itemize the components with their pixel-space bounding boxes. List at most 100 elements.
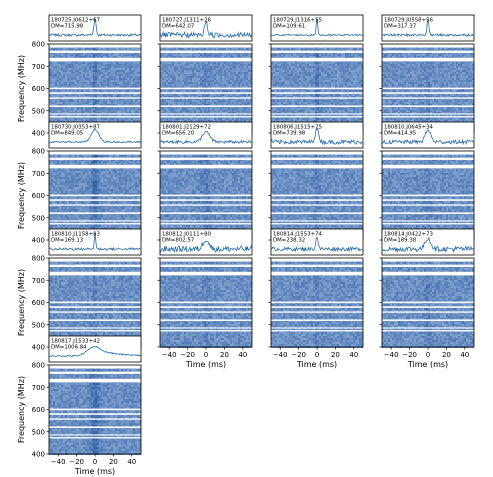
rfi-masked-band (160, 97, 252, 99)
rfi-masked-band (382, 57, 474, 62)
x-tick-label: 40 (349, 351, 358, 359)
rfi-masked-band (49, 371, 141, 374)
profile-frame (381, 14, 475, 42)
profile-frame (270, 121, 364, 149)
profile-frame (48, 121, 142, 149)
y-tick-label: 600 (32, 299, 45, 307)
rfi-masked-band (382, 194, 474, 197)
rfi-masked-band (49, 426, 141, 428)
rfi-masked-band (382, 199, 474, 201)
rfi-masked-band (271, 44, 363, 48)
rfi-masked-band (271, 92, 363, 94)
dm-label: DM=802.57 (162, 238, 194, 244)
rfi-masked-band (271, 306, 363, 308)
rfi-masked-band (49, 413, 141, 415)
rfi-masked-band (160, 223, 252, 225)
y-axis-label: Frequency (MHz) (17, 376, 26, 443)
rfi-masked-band (49, 271, 141, 276)
rfi-masked-band (49, 87, 141, 90)
rfi-masked-band (271, 151, 363, 155)
rfi-masked-band (49, 327, 141, 329)
rfi-masked-band (160, 258, 252, 262)
rfi-masked-band (382, 87, 474, 90)
rfi-masked-band (49, 311, 141, 313)
profile-line (48, 345, 142, 358)
y-tick-label: 600 (32, 406, 45, 414)
x-tick-label: 40 (127, 458, 136, 466)
x-tick-label: 20 (109, 458, 118, 466)
profile-frame (48, 228, 142, 256)
rfi-masked-band (271, 157, 363, 160)
burst-name-label: 180806.J1515+75 (273, 125, 322, 131)
dm-label: DM=849.05 (51, 131, 83, 137)
rfi-masked-band (49, 113, 141, 115)
rfi-masked-band (382, 116, 474, 118)
profile-line (159, 20, 253, 39)
profile-frame (159, 14, 253, 42)
rfi-masked-band (271, 57, 363, 62)
y-tick-label: 800 (32, 148, 45, 156)
rfi-masked-band (382, 330, 474, 332)
rfi-masked-band (382, 258, 474, 262)
rfi-masked-band (382, 105, 474, 107)
rfi-masked-band (382, 92, 474, 94)
rfi-masked-band (49, 418, 141, 420)
x-axis-label: Time (ms) (185, 360, 226, 369)
y-tick-label: 800 (32, 362, 45, 370)
dm-label: DM=1006.84 (51, 345, 87, 351)
rfi-masked-band (271, 223, 363, 225)
rfi-masked-band (382, 306, 474, 308)
rfi-masked-band (49, 151, 141, 155)
panel-180817.J1533+42: 180817.J1533+42DM=1006.84400500600700800… (17, 335, 142, 476)
rfi-masked-band (271, 330, 363, 332)
rfi-masked-band (382, 327, 474, 329)
burst-name-label: 180810.J1158+83 (51, 232, 100, 238)
rfi-masked-band (49, 223, 141, 225)
rfi-masked-band (49, 434, 141, 436)
rfi-masked-band (271, 212, 363, 214)
rfi-masked-band (49, 306, 141, 308)
dm-label: DM=238.32 (273, 238, 305, 244)
y-tick-label: 600 (32, 192, 45, 200)
burst-name-label: 180801.J2129+72 (162, 125, 211, 131)
x-tick-label: 20 (331, 351, 340, 359)
rfi-masked-band (49, 44, 141, 48)
rfi-masked-band (271, 105, 363, 107)
rfi-masked-band (160, 301, 252, 304)
rfi-masked-band (49, 199, 141, 201)
y-tick-label: 500 (32, 321, 45, 329)
rfi-masked-band (382, 301, 474, 304)
rfi-masked-band (160, 204, 252, 206)
rfi-masked-band (160, 194, 252, 197)
rfi-masked-band (160, 164, 252, 169)
rfi-masked-band (49, 157, 141, 160)
rfi-masked-band (49, 264, 141, 267)
rfi-masked-band (271, 164, 363, 169)
x-tick-label: 0 (93, 458, 97, 466)
y-axis-label: Frequency (MHz) (17, 269, 26, 336)
rfi-masked-band (160, 199, 252, 201)
rfi-masked-band (271, 319, 363, 321)
burst-name-label: 180729.J1316+55 (273, 18, 322, 24)
dm-label: DM=189.38 (384, 238, 417, 244)
rfi-masked-band (49, 365, 141, 369)
rfi-masked-band (382, 151, 474, 155)
rfi-masked-band (160, 220, 252, 222)
dm-label: DM=656.20 (162, 131, 195, 137)
profile-line (159, 130, 253, 145)
rfi-masked-band (382, 212, 474, 214)
rfi-masked-band (271, 50, 363, 53)
profile-line (270, 18, 364, 37)
rfi-masked-band (160, 327, 252, 329)
profile-frame (48, 335, 142, 363)
y-tick-label: 600 (32, 85, 45, 93)
x-tick-label: 0 (315, 351, 319, 359)
rfi-masked-band (271, 116, 363, 118)
rfi-masked-band (382, 223, 474, 225)
